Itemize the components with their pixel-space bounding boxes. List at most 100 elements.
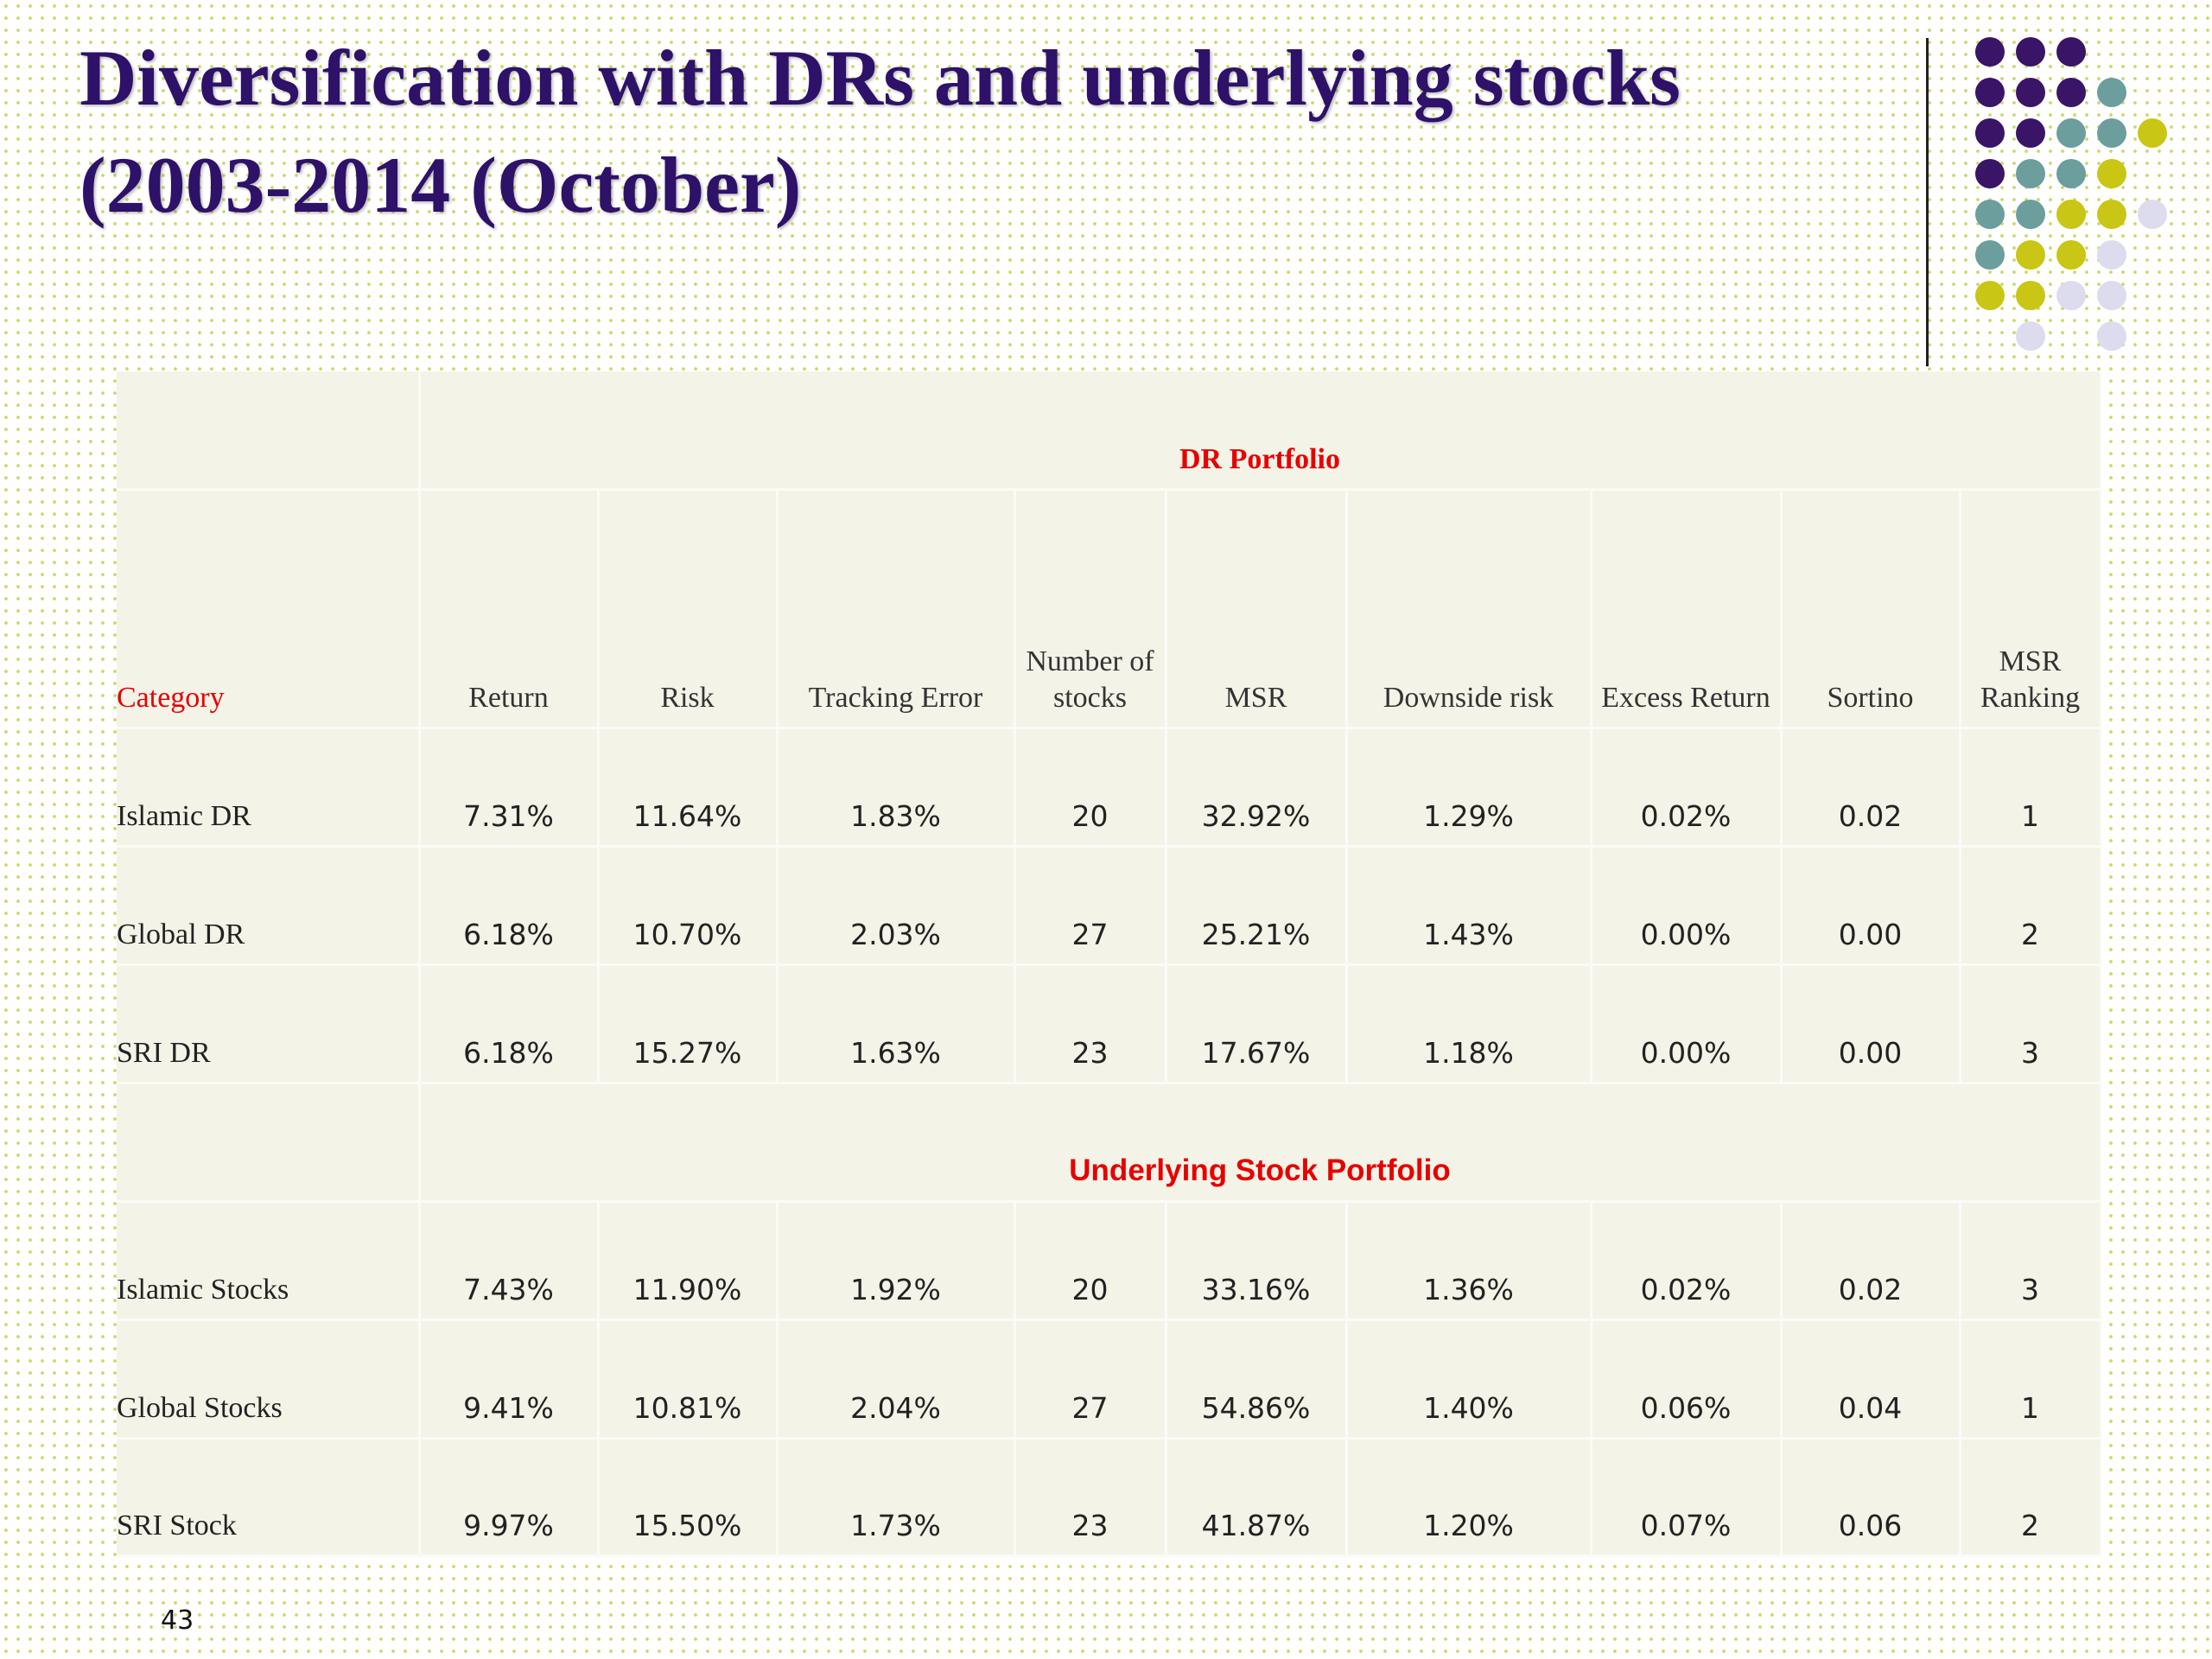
row-excess-return: 0.00% [1591,846,1783,966]
header-msr: MSR [1166,489,1348,729]
row-downside-risk: 1.43% [1346,846,1592,966]
row-risk: 11.64% [598,728,779,848]
row-return: 6.18% [419,846,600,966]
row-msr-ranking: 2 [1960,1438,2102,1557]
row-number-of-stocks: 20 [1014,728,1167,848]
row-excess-return: 0.02% [1591,728,1783,848]
purple-dot [2056,78,2086,107]
teal-dot [2016,159,2045,188]
row-sortino: 0.06 [1781,1438,1961,1557]
header-return: Return [419,489,600,729]
row-downside-risk: 1.36% [1346,1201,1592,1321]
row-msr: 25.21% [1166,846,1348,966]
table-row: Islamic DR 7.31% 11.64% 1.83% 20 32.92% … [117,728,2102,848]
row-number-of-stocks: 23 [1014,964,1167,1084]
row-sortino: 0.02 [1781,728,1961,848]
header-tracking-error: Tracking Error [777,489,1016,729]
title-line-2: (2003-2014 (October) [79,141,802,229]
row-excess-return: 0.00% [1591,964,1783,1084]
section-spacer [117,1083,421,1203]
lavender-dot [2097,281,2126,310]
row-downside-risk: 1.29% [1346,728,1592,848]
row-excess-return: 0.06% [1591,1319,1783,1440]
olive-dot [2016,281,2045,310]
row-risk: 11.90% [598,1201,779,1321]
row-category: Islamic Stocks [117,1201,421,1321]
row-msr-ranking: 2 [1960,846,2102,966]
header-msr-ranking: MSR Ranking [1960,489,2102,729]
row-number-of-stocks: 23 [1014,1438,1167,1557]
row-msr: 33.16% [1166,1201,1348,1321]
row-downside-risk: 1.40% [1346,1319,1592,1440]
row-msr: 32.92% [1166,728,1348,848]
row-msr: 17.67% [1166,964,1348,1084]
header-number-of-stocks: Number of stocks [1014,489,1167,729]
row-tracking-error: 2.04% [777,1319,1016,1440]
row-category: Global Stocks [117,1319,421,1440]
teal-dot [2056,159,2086,188]
row-tracking-error: 1.83% [777,728,1016,848]
decorative-dot-grid [0,0,2212,389]
row-sortino: 0.02 [1781,1201,1961,1321]
dr-portfolio-heading-cell: DR Portfolio [419,372,2102,491]
olive-dot [2138,118,2167,148]
row-tracking-error: 1.92% [777,1201,1016,1321]
purple-dot [2016,118,2045,148]
purple-dot [1975,159,2005,188]
row-return: 9.41% [419,1319,600,1440]
olive-dot [2016,240,2045,270]
row-category: SRI DR [117,964,421,1084]
lavender-dot [2097,240,2126,270]
row-sortino: 0.00 [1781,846,1961,966]
olive-dot [2097,159,2126,188]
teal-dot [2097,118,2126,148]
row-msr: 54.86% [1166,1319,1348,1440]
title-line-1: Diversification with DRs and underlying … [79,34,1681,122]
teal-dot [2056,118,2086,148]
olive-dot [1975,281,2005,310]
row-msr-ranking: 3 [1960,964,2102,1084]
header-number-of-stocks-line1: Number of [1026,645,1154,677]
dr-section-row: DR Portfolio [117,372,2102,491]
underlying-stock-portfolio-heading: Underlying Stock Portfolio [1069,1153,1451,1187]
vertical-divider [1926,38,1929,366]
row-risk: 10.81% [598,1319,779,1440]
header-downside-risk: Downside risk [1346,489,1592,729]
row-tracking-error: 1.63% [777,964,1016,1084]
header-sortino: Sortino [1781,489,1961,729]
header-risk: Risk [598,489,779,729]
row-sortino: 0.04 [1781,1319,1961,1440]
lavender-dot [2016,321,2045,351]
purple-dot [1975,37,2005,67]
table-row: Global Stocks 9.41% 10.81% 2.04% 27 54.8… [117,1319,2102,1440]
row-category: Islamic DR [117,728,421,848]
row-downside-risk: 1.18% [1346,964,1592,1084]
header-excess-return: Excess Return [1591,489,1783,729]
header-msr-ranking-line1: MSR [1999,645,2062,677]
purple-dot [2016,78,2045,107]
row-downside-risk: 1.20% [1346,1438,1592,1557]
row-msr-ranking: 1 [1960,728,2102,848]
slide-number: 43 [161,1605,194,1636]
results-table-panel: DR Portfolio Category Return Risk Tracki… [117,372,2102,1557]
header-category: Category [117,489,421,729]
purple-dot [1975,78,2005,107]
header-row: Category Return Risk Tracking Error Numb… [117,489,2102,729]
row-return: 7.31% [419,728,600,848]
teal-dot [1975,240,2005,270]
table-row: Islamic Stocks 7.43% 11.90% 1.92% 20 33.… [117,1201,2102,1321]
row-sortino: 0.00 [1781,964,1961,1084]
row-tracking-error: 2.03% [777,846,1016,966]
row-excess-return: 0.07% [1591,1438,1783,1557]
lavender-dot [2138,200,2167,229]
header-number-of-stocks-line2: stocks [1053,681,1127,714]
lavender-dot [2056,281,2086,310]
row-category: Global DR [117,846,421,966]
row-risk: 15.50% [598,1438,779,1557]
underlying-heading-cell: Underlying Stock Portfolio [419,1083,2102,1203]
teal-dot [2097,78,2126,107]
dr-portfolio-heading: DR Portfolio [1179,442,1340,475]
row-return: 7.43% [419,1201,600,1321]
purple-dot [1975,118,2005,148]
underlying-section-row: Underlying Stock Portfolio [117,1083,2102,1203]
